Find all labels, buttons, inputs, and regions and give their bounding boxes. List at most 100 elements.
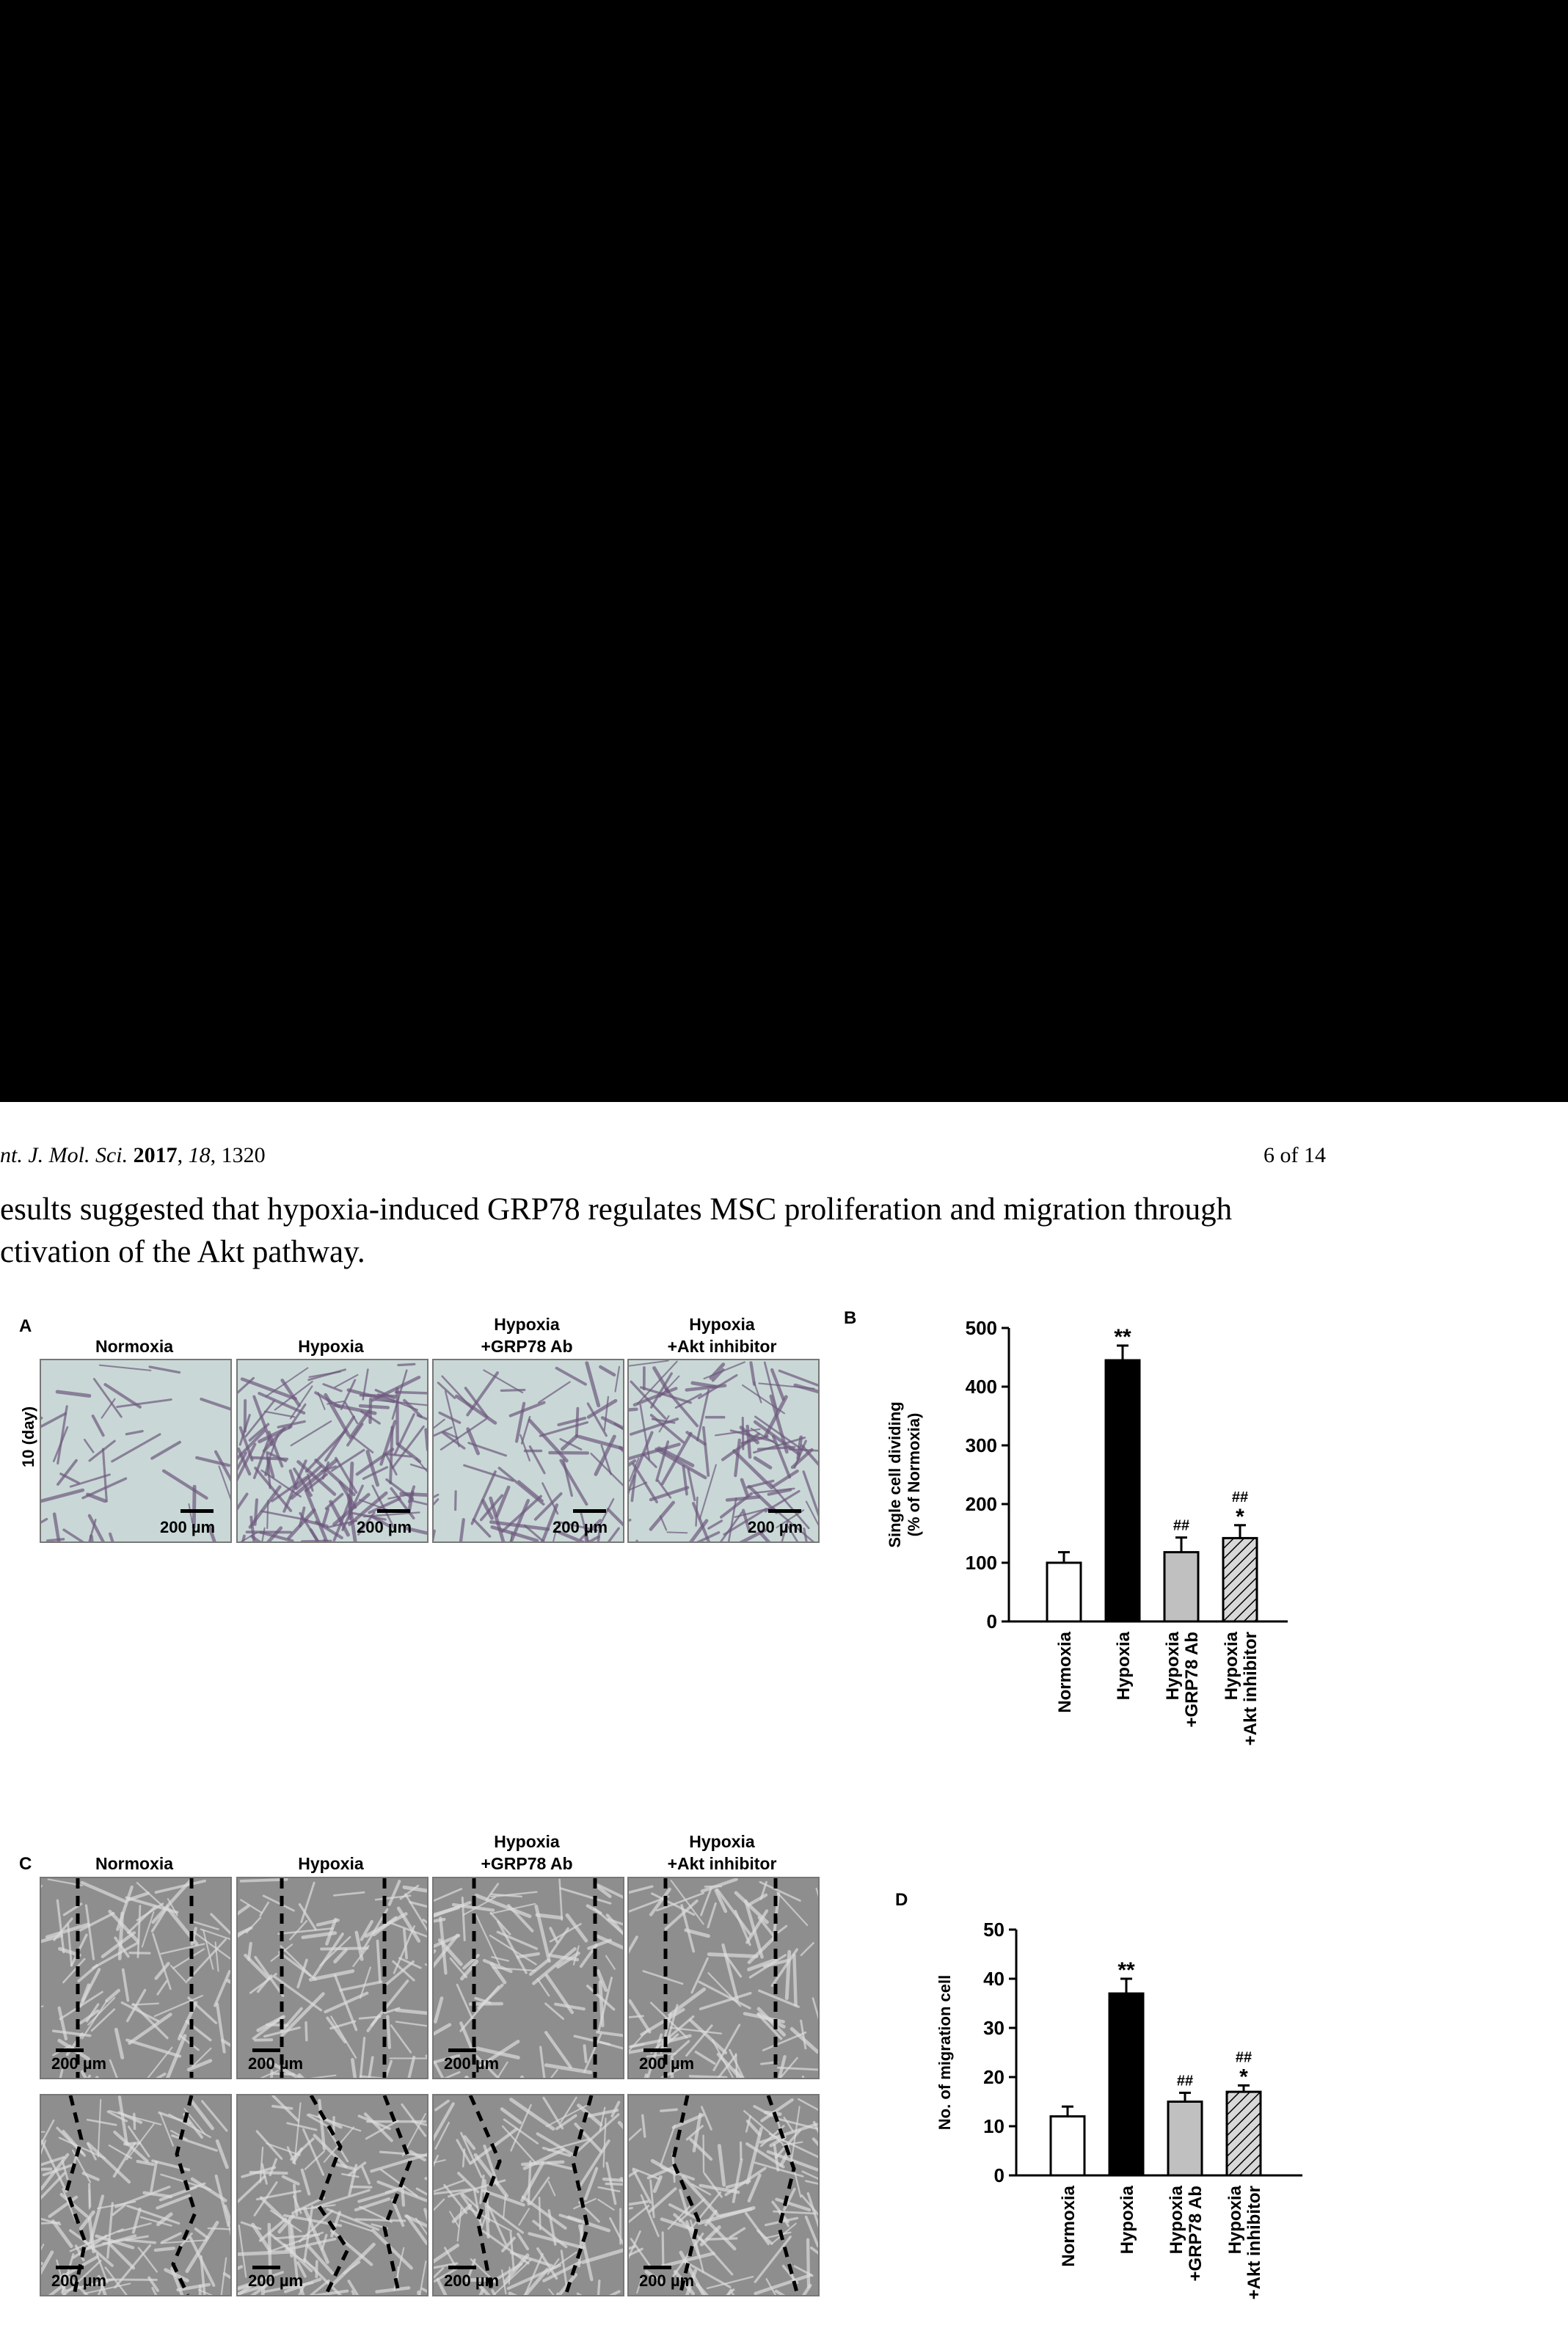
column-label-line-2: +Akt inhibitor <box>667 1854 777 1873</box>
scale-bar <box>56 2266 84 2269</box>
x-tick-label-line: Hypoxia <box>1225 2185 1245 2254</box>
bar <box>1163 1551 1200 1623</box>
wound-image-day0-3: 200 µm <box>432 1877 624 2079</box>
bar <box>1167 2101 1203 2177</box>
micrograph-texture <box>434 1361 623 1541</box>
paragraph-line-1: esults suggested that hypoxia-induced GR… <box>0 1192 1233 1227</box>
scale-bar <box>252 2048 280 2052</box>
scale-label: 200 µm <box>248 2054 304 2073</box>
significance-mark: ## <box>1236 2049 1252 2065</box>
bar <box>1049 2115 1086 2177</box>
column-label-line-2: +GRP78 Ab <box>481 1854 573 1873</box>
column-label-line-1 <box>236 1831 426 1853</box>
row-label-10-day: 10 (day) <box>19 1406 37 1467</box>
micrograph-texture <box>41 1364 230 1541</box>
y-tick-label: 10 <box>983 2115 1004 2137</box>
scale-bar <box>377 1509 410 1513</box>
significance-mark: ** <box>1117 1958 1135 1982</box>
micrograph-texture <box>434 2095 623 2295</box>
bar <box>1046 1561 1082 1623</box>
panel-c-letter: C <box>19 1854 32 1874</box>
x-tick-label: Hypoxia +GRP78 Ab <box>1167 2185 1206 2281</box>
y-axis-label-line: No. of migration cell <box>936 1975 954 2130</box>
micrograph-texture <box>238 2095 427 2295</box>
column-label-line-1: Hypoxia <box>494 1832 560 1851</box>
wound-image-day10-3: 200 µm <box>432 2094 624 2296</box>
x-tick-label-line: +Akt inhibitor <box>1241 1632 1261 1745</box>
column-label-line-1 <box>40 1831 229 1853</box>
article-number: 1320 <box>221 1143 266 1167</box>
y-axis-label-line: Single cell dividing <box>886 1401 904 1547</box>
scale-bar <box>573 1509 606 1513</box>
wound-image-day0-1: 200 µm <box>40 1877 232 2079</box>
journal-name: nt. J. Mol. Sci. <box>0 1143 128 1167</box>
y-tick-label: 30 <box>983 2017 1004 2039</box>
y-tick-label: 0 <box>987 1610 997 1632</box>
scale-bar <box>643 2266 671 2269</box>
x-tick-label: Hypoxia +Akt inhibitor <box>1225 2185 1264 2299</box>
column-label-line-2: Hypoxia <box>298 1854 364 1873</box>
column-label-line-2: Normoxia <box>95 1854 174 1873</box>
scale-bar <box>180 1509 214 1513</box>
black-region <box>0 0 1568 1102</box>
x-tick-label-line: Hypoxia <box>1117 2185 1137 2254</box>
journal-volume: 18 <box>188 1143 211 1167</box>
scale-label: 200 µm <box>51 2271 107 2290</box>
micrograph-texture <box>629 1878 818 2078</box>
wound-image-day0-4: 200 µm <box>627 1877 820 2079</box>
wound-image-day10-2: 200 µm <box>236 2094 429 2296</box>
scale-bar <box>56 2048 84 2052</box>
scale-bar <box>252 2266 280 2269</box>
journal-year: 2017 <box>133 1143 178 1167</box>
scale-label: 200 µm <box>444 2054 500 2073</box>
micrograph-a-1: 200 µm <box>40 1359 232 1543</box>
bar <box>1225 2090 1262 2177</box>
column-label-line-1 <box>40 1313 229 1335</box>
chart-b: 0 100 200 300 400 500 Single cell dividing (% o… <box>877 1313 1302 1871</box>
scale-label: 200 µm <box>51 2054 107 2073</box>
significance-mark: ** <box>1114 1325 1131 1349</box>
y-axis-label: No. of migration cell <box>936 1975 954 2130</box>
y-tick-label: 500 <box>966 1317 997 1339</box>
x-tick-label: Hypoxia <box>1114 1631 1134 1700</box>
x-tick-label-line: +Akt inhibitor <box>1244 2186 1264 2299</box>
micrograph-texture <box>629 2095 818 2295</box>
x-tick-label-line: Normoxia <box>1059 2185 1079 2266</box>
scale-label: 200 µm <box>639 2054 695 2073</box>
scale-label: 200 µm <box>160 1518 216 1536</box>
micrograph-texture <box>238 1362 427 1541</box>
significance-mark: * <box>1236 1505 1244 1529</box>
page-number: 6 of 14 <box>1263 1143 1326 1167</box>
micrograph-texture <box>434 1878 623 2078</box>
x-tick-label: Hypoxia <box>1117 2185 1137 2254</box>
wound-image-day0-2: 200 µm <box>236 1877 429 2079</box>
micrograph-texture <box>629 1360 818 1541</box>
scale-label: 200 µm <box>748 1518 803 1536</box>
panel-a-letter: A <box>19 1316 32 1336</box>
column-label-1: Normoxia <box>40 1313 229 1357</box>
scale-bar <box>768 1509 801 1513</box>
column-label-line-1: Hypoxia <box>494 1315 560 1334</box>
y-tick-label: 40 <box>983 1968 1004 1990</box>
x-tick-label: Normoxia <box>1059 2185 1079 2266</box>
y-axis-label: Single cell dividing (% of Normoxia) <box>886 1401 923 1547</box>
micrograph-a-2: 200 µm <box>236 1359 429 1543</box>
y-tick-label: 200 <box>966 1493 997 1515</box>
chart-b-svg: 0 100 200 300 400 500 Single cell dividing (% o… <box>886 1317 1288 1745</box>
column-label-4: Hypoxia +Akt inhibitor <box>627 1831 817 1875</box>
column-label-2: Hypoxia <box>236 1831 426 1875</box>
column-label-line-1 <box>236 1313 426 1335</box>
column-label-3: Hypoxia +GRP78 Ab <box>432 1831 621 1875</box>
column-label-line-2: Hypoxia <box>298 1337 364 1356</box>
micrograph-a-4: 200 µm <box>627 1359 820 1543</box>
y-tick-label: 100 <box>966 1552 997 1574</box>
x-tick-label: Normoxia <box>1055 1631 1075 1712</box>
bar <box>1222 1536 1258 1623</box>
significance-mark: ## <box>1232 1489 1248 1506</box>
bar <box>1108 1992 1145 2177</box>
x-tick-label-line: Hypoxia <box>1167 2185 1186 2254</box>
x-tick-label-line: +GRP78 Ab <box>1182 1632 1202 1728</box>
x-tick-label: Hypoxia +GRP78 Ab <box>1163 1631 1202 1727</box>
micrograph-texture <box>41 2095 230 2295</box>
x-tick-label-line: Hypoxia <box>1163 1631 1183 1700</box>
